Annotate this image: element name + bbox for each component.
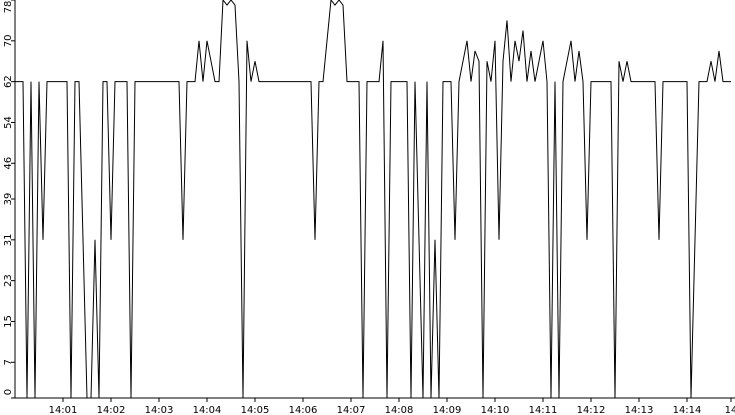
x-tick-label: 14:13: [625, 405, 654, 415]
y-tick-label: 70: [3, 34, 14, 47]
x-tick-label: 14:02: [97, 405, 126, 415]
x-tick-label: 14:01: [49, 405, 78, 415]
y-tick-label: 0: [3, 389, 14, 395]
data-line: [15, 0, 731, 399]
x-tick-label: 14:05: [241, 405, 270, 415]
x-tick-label: 14:06: [289, 405, 318, 415]
x-tick-label: 14:04: [193, 405, 222, 415]
y-tick-label: 23: [3, 274, 14, 287]
x-tick-label: 14:10: [481, 405, 510, 415]
x-tick-label: 14:11: [529, 405, 558, 415]
x-tick-label: 14:08: [385, 405, 414, 415]
x-tick-label: 14:03: [145, 405, 174, 415]
y-tick-label: 7: [3, 359, 14, 365]
y-tick-label: 62: [3, 75, 14, 88]
y-tick-label: 54: [3, 116, 14, 129]
y-tick-label: 39: [3, 193, 14, 206]
x-tick-label: 14:12: [577, 405, 606, 415]
x-tick-label: 14:07: [337, 405, 366, 415]
x-tick-label: 14:09: [433, 405, 462, 415]
x-tick-label: 14: [725, 405, 735, 415]
y-tick-label: 78: [3, 1, 14, 14]
y-tick-label: 31: [3, 233, 14, 246]
x-tick-label: 14:14: [673, 405, 702, 415]
y-tick-label: 46: [3, 157, 14, 170]
y-tick-label: 15: [3, 315, 14, 328]
